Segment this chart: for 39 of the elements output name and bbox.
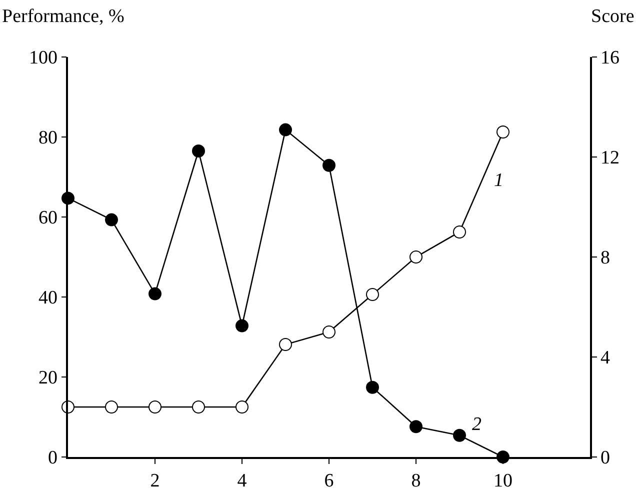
x-tick-label: 2 [150, 470, 160, 490]
series-label: 1 [494, 170, 504, 191]
point [279, 338, 292, 351]
point [105, 400, 118, 414]
y-tick-label: 20 [38, 368, 58, 389]
y-tick-label: 80 [38, 128, 58, 149]
y2-tick-label: 4 [600, 348, 611, 369]
point [192, 400, 205, 414]
y-tick-label: 60 [38, 208, 58, 229]
x-tick-label: 8 [411, 470, 421, 490]
y2-tick-label: 0 [600, 448, 610, 469]
x-tick-label: 6 [324, 470, 334, 490]
point [148, 400, 162, 414]
y2-tick-label: 12 [600, 148, 620, 169]
point [105, 213, 118, 226]
point [322, 158, 336, 172]
point [453, 226, 466, 238]
point [453, 428, 466, 442]
y2-tick-label: 8 [600, 248, 610, 269]
series-label: 2 [472, 414, 482, 435]
point [236, 400, 248, 414]
point [366, 288, 379, 301]
point [366, 380, 379, 394]
y-tick-label: 100 [28, 48, 58, 69]
point [148, 287, 162, 300]
point [322, 326, 336, 338]
point [410, 250, 422, 264]
point [236, 319, 248, 332]
y2-axis-title: Score [591, 6, 634, 27]
point [279, 123, 292, 136]
x-tick-label: 4 [237, 470, 248, 490]
point [410, 420, 422, 434]
y-tick-label: 0 [48, 448, 58, 469]
point [192, 144, 205, 158]
x-tick-label: 10 [494, 470, 512, 490]
point [496, 126, 510, 138]
y-tick-label: 40 [38, 288, 58, 309]
y-axis-title: Performance, % [2, 6, 125, 27]
y2-tick-label: 16 [600, 48, 620, 69]
